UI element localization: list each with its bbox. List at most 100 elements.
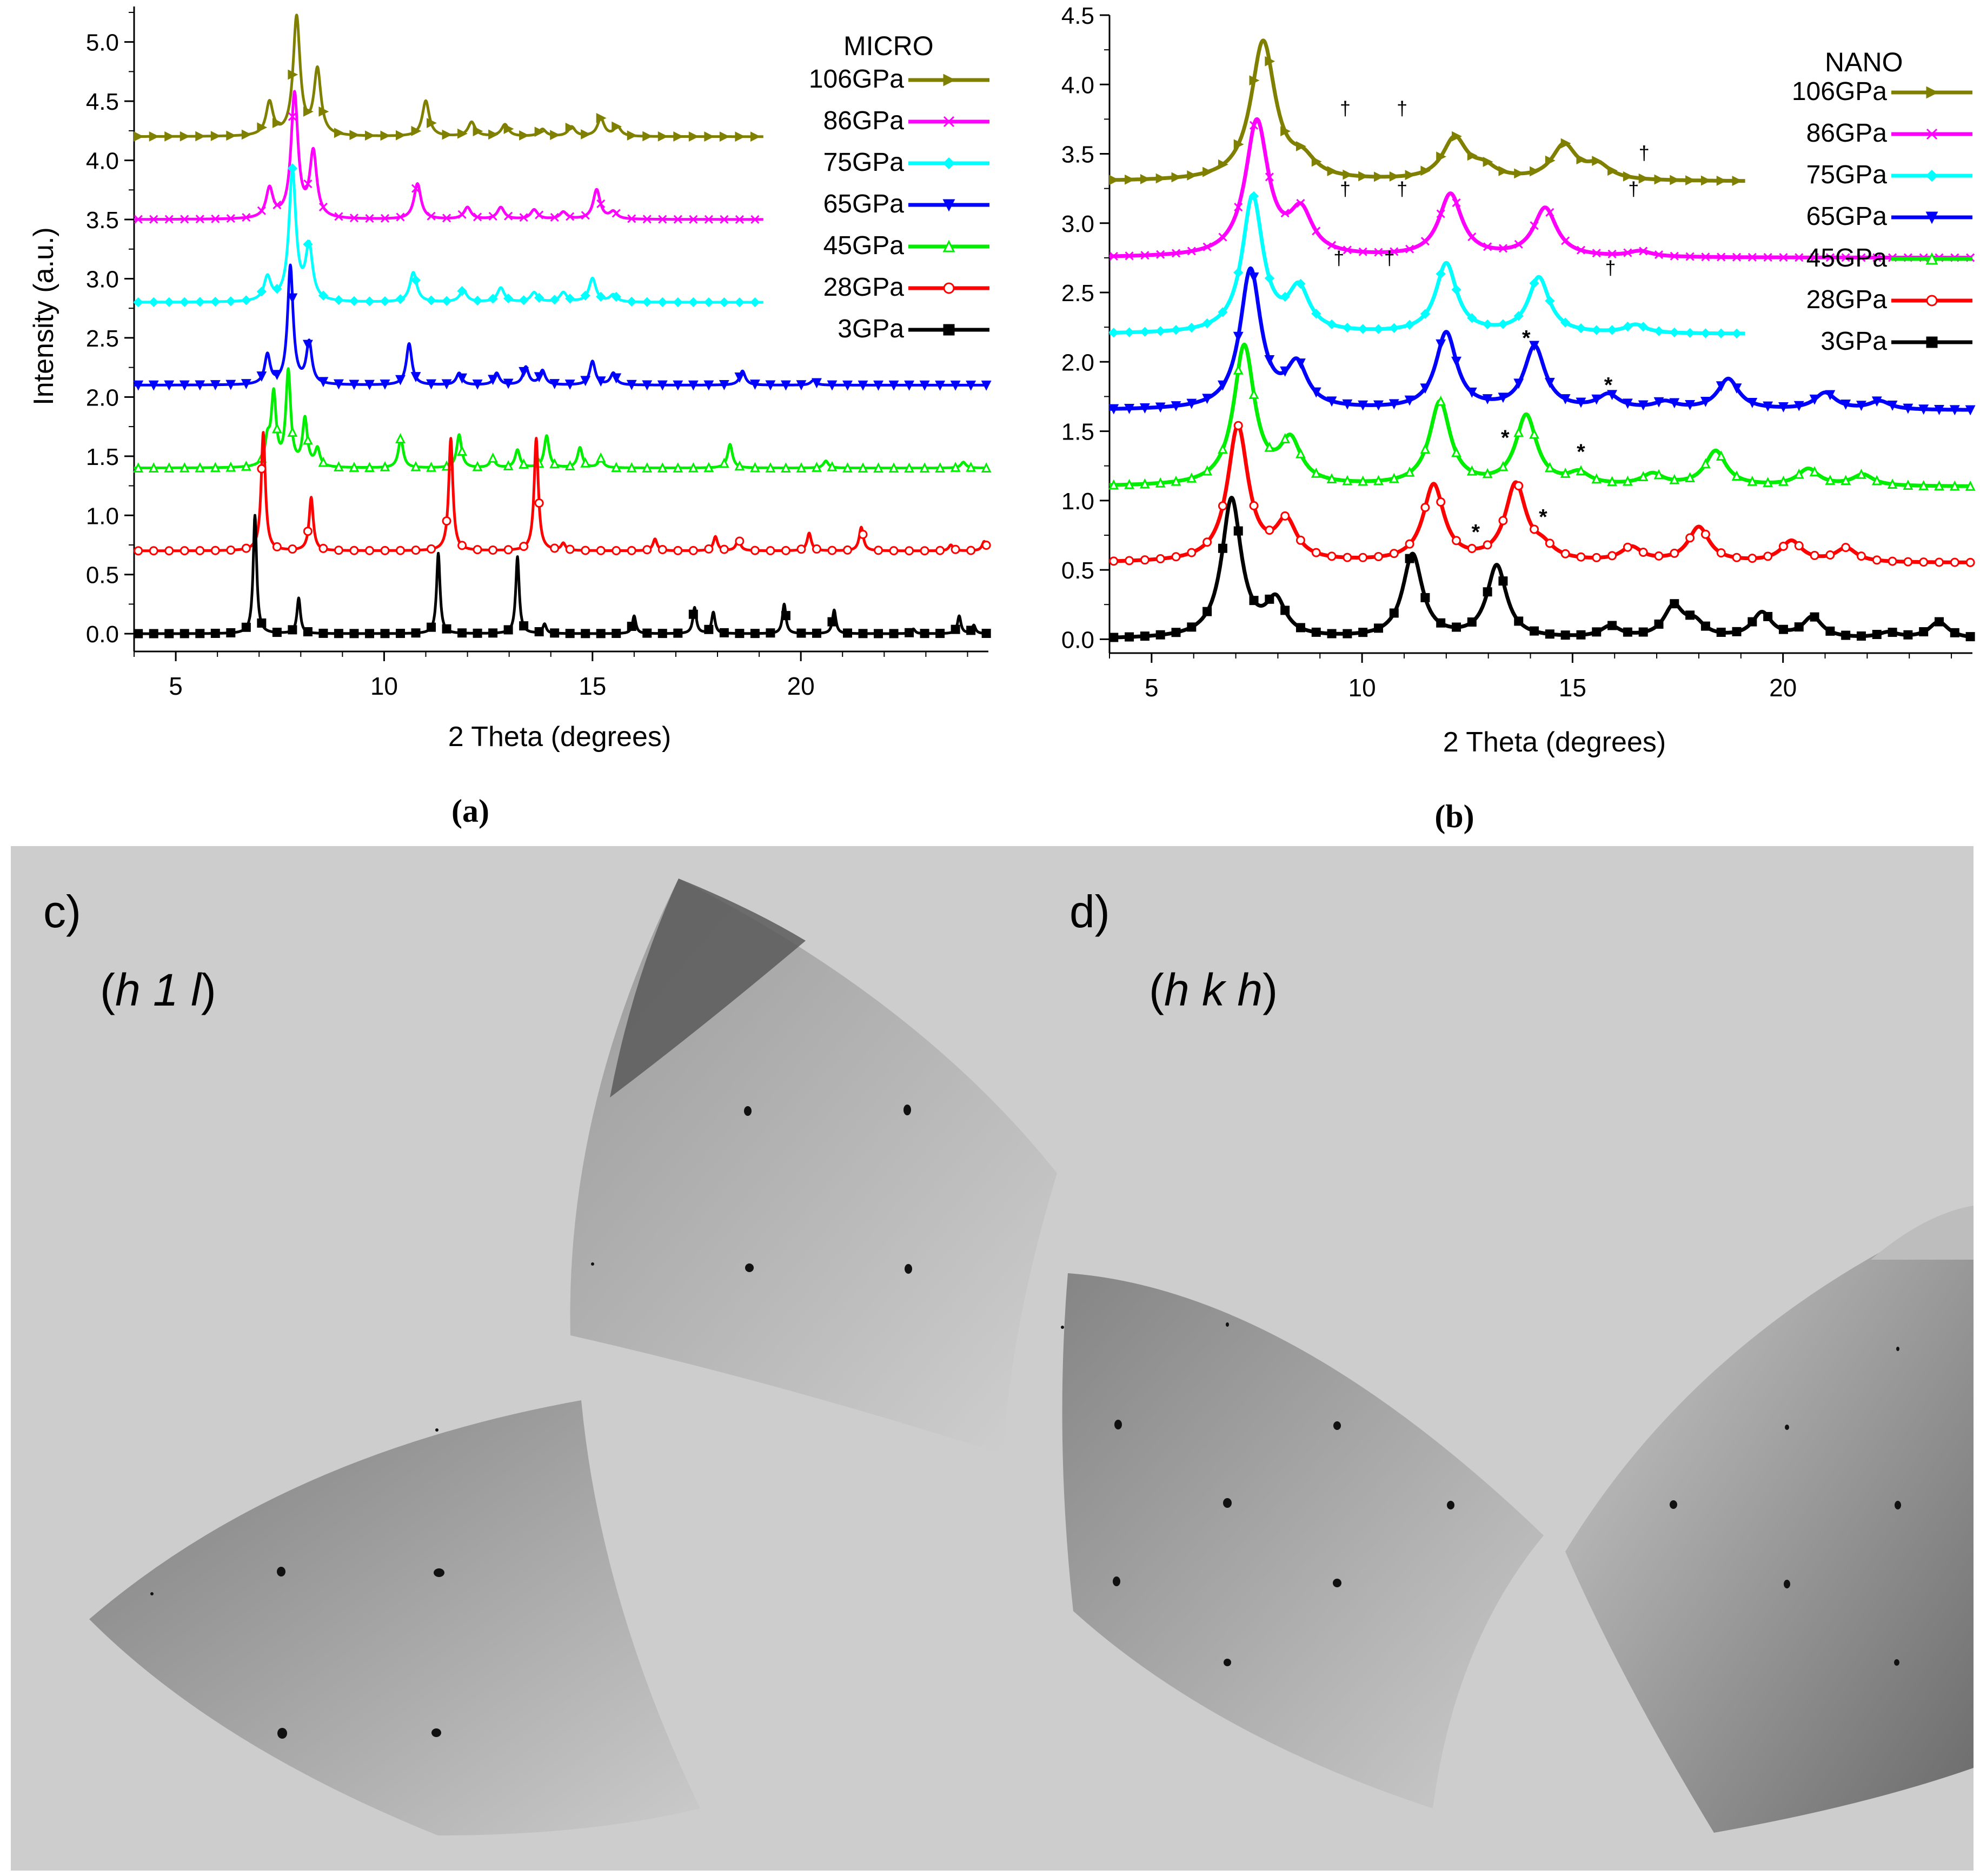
chart-a-point	[288, 544, 297, 554]
chart-a-point	[195, 546, 205, 556]
chart-b-point	[1389, 171, 1400, 182]
chart-b-point	[1560, 630, 1570, 640]
chart-b-point	[1436, 209, 1445, 218]
chart-a-point	[735, 536, 745, 546]
chart-b-point	[1638, 322, 1649, 332]
chart-b-point	[1685, 328, 1695, 338]
chart-b-legend-label: 28GPa	[1806, 285, 1888, 314]
chart-a-point	[395, 130, 406, 141]
chart-b-point	[1311, 627, 1321, 637]
chart-a-point	[349, 380, 360, 390]
chart-b-x-tick-label: 10	[1348, 674, 1376, 702]
chart-a-point	[503, 293, 514, 304]
chart-b-point	[1373, 324, 1384, 334]
chart-a-point	[134, 215, 143, 224]
chart-b-point	[1280, 126, 1291, 137]
chart-a-point	[642, 297, 652, 307]
chart-a-point	[719, 628, 729, 637]
chart-b-point	[1280, 433, 1291, 443]
chart-a-point	[596, 291, 606, 302]
panel-d-spots	[1061, 1322, 1901, 1666]
diffraction-spot	[277, 1728, 287, 1739]
chart-a-point	[596, 629, 606, 638]
chart-a-point	[225, 461, 236, 472]
chart-b-point	[1327, 166, 1338, 176]
chart-b-point	[1171, 401, 1181, 411]
chart-b-point	[1685, 175, 1696, 185]
chart-a-point	[566, 212, 575, 221]
chart-b-point	[1779, 253, 1788, 262]
chart-b-point	[1202, 242, 1212, 251]
chart-b-point	[1233, 331, 1244, 342]
chart-a-point	[457, 445, 467, 456]
chart-b-point	[1700, 529, 1710, 539]
chart-b-point	[1358, 628, 1368, 637]
chart-b-annotation: †	[1397, 177, 1407, 199]
chart-b-point	[1171, 249, 1181, 258]
chart-a-point	[966, 461, 976, 472]
chart-a-point	[242, 213, 251, 222]
chart-b-series-3GPa	[1108, 496, 1975, 642]
chart-b-annotation: †	[1340, 97, 1351, 119]
panel-c-plane-label: (h 1 l)	[100, 964, 216, 1015]
chart-a-point	[411, 545, 421, 555]
panel-c-space2	[178, 964, 191, 1015]
chart-b-point	[1358, 324, 1368, 334]
chart-a-point	[488, 129, 499, 140]
chart-a-point	[657, 545, 667, 555]
chart-a-point	[241, 295, 251, 305]
chart-b-point	[1809, 466, 1820, 476]
chart-a-point	[627, 545, 636, 555]
chart-a-point	[149, 297, 159, 307]
chart-a-panel-label: (a)	[451, 793, 489, 829]
chart-a-point	[504, 211, 513, 221]
chart-b-point	[1513, 311, 1524, 321]
chart-a-point	[334, 629, 343, 638]
chart-a-point	[565, 544, 575, 554]
chart-a-point	[195, 380, 205, 391]
chart-a-y-tick-label: 3.0	[86, 266, 119, 292]
chart-b-point	[1685, 533, 1695, 543]
panel-d-close: )	[1263, 964, 1278, 1015]
chart-a-point	[627, 214, 636, 223]
chart-a-point	[256, 287, 267, 297]
chart-a-point	[488, 452, 499, 463]
chart-b-point	[1140, 327, 1150, 337]
chart-b-y-tick-label: 0.5	[1061, 557, 1094, 584]
chart-b-point	[1654, 551, 1664, 561]
chart-b-point	[1109, 633, 1119, 642]
chart-a-point	[780, 380, 791, 391]
chart-b-point	[1763, 611, 1773, 621]
chart-b-annotation: †	[1639, 142, 1650, 164]
chart-a-y-tick-label: 4.0	[86, 148, 119, 175]
chart-a-point	[457, 541, 467, 550]
chart-a-point	[349, 296, 360, 306]
chart-a-point	[951, 544, 960, 554]
chart-a-point	[503, 378, 514, 389]
chart-a-point	[550, 212, 559, 222]
chart-a-point	[503, 545, 513, 555]
chart-b-series	[1108, 38, 1976, 642]
chart-b-point	[1420, 309, 1431, 319]
chart-a-point	[410, 275, 421, 285]
chart-b-point	[1856, 401, 1866, 411]
chart-a-point	[472, 380, 483, 390]
chart-a-point	[442, 516, 451, 526]
chart-a-point	[780, 462, 791, 473]
panel-d-open: (	[1149, 964, 1164, 1015]
chart-a-y-tick-label: 4.5	[86, 89, 119, 115]
chart-b-point	[1514, 481, 1524, 491]
chart-a-point	[364, 296, 375, 307]
chart-a-point	[626, 380, 637, 390]
chart-a-point	[519, 130, 529, 141]
chart-a-point	[273, 201, 282, 210]
chart-a-point	[442, 214, 451, 223]
chart-b-legend-marker	[1926, 86, 1939, 99]
diffraction-spot	[277, 1567, 285, 1576]
chart-a-point	[457, 210, 467, 219]
chart-a-point	[750, 131, 761, 142]
chart-b-point	[1560, 317, 1571, 328]
chart-b-point	[1187, 247, 1196, 256]
chart-a-point	[349, 461, 360, 472]
chart-a-point	[380, 130, 391, 141]
